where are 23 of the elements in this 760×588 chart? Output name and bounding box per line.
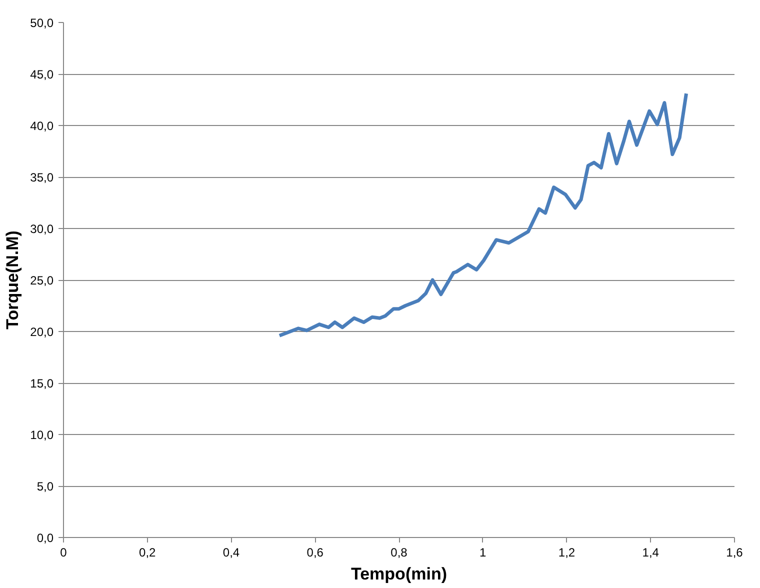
x-tick-label: 1 [480,546,487,560]
x-tick-label: 1,2 [558,546,576,560]
y-tick-label: 25,0 [30,274,54,288]
y-tick-label: 40,0 [30,119,54,133]
y-axis-title: Torque(N.M) [3,230,22,330]
y-tick-label: 20,0 [30,325,54,339]
x-tick-label: 0,8 [390,546,408,560]
y-tick-label: 0,0 [36,531,54,545]
y-tick-label: 45,0 [30,68,54,82]
y-tick-label: 10,0 [30,428,54,442]
x-tick-label: 0 [60,546,68,560]
x-tick-label: 1,4 [642,546,660,560]
y-tick-label: 35,0 [30,170,54,184]
y-tick-label: 5,0 [36,480,54,494]
y-tick-label: 30,0 [30,222,54,236]
x-tick-label: 0,6 [306,546,324,560]
y-tick-label: 50,0 [30,16,54,30]
x-tick-label: 1,6 [726,546,744,560]
x-axis-title: Tempo(min) [350,564,448,584]
y-tick-label: 15,0 [30,376,54,390]
x-tick-label: 0,4 [222,546,240,560]
x-tick-label: 0,2 [139,546,156,560]
line-series [278,92,688,338]
